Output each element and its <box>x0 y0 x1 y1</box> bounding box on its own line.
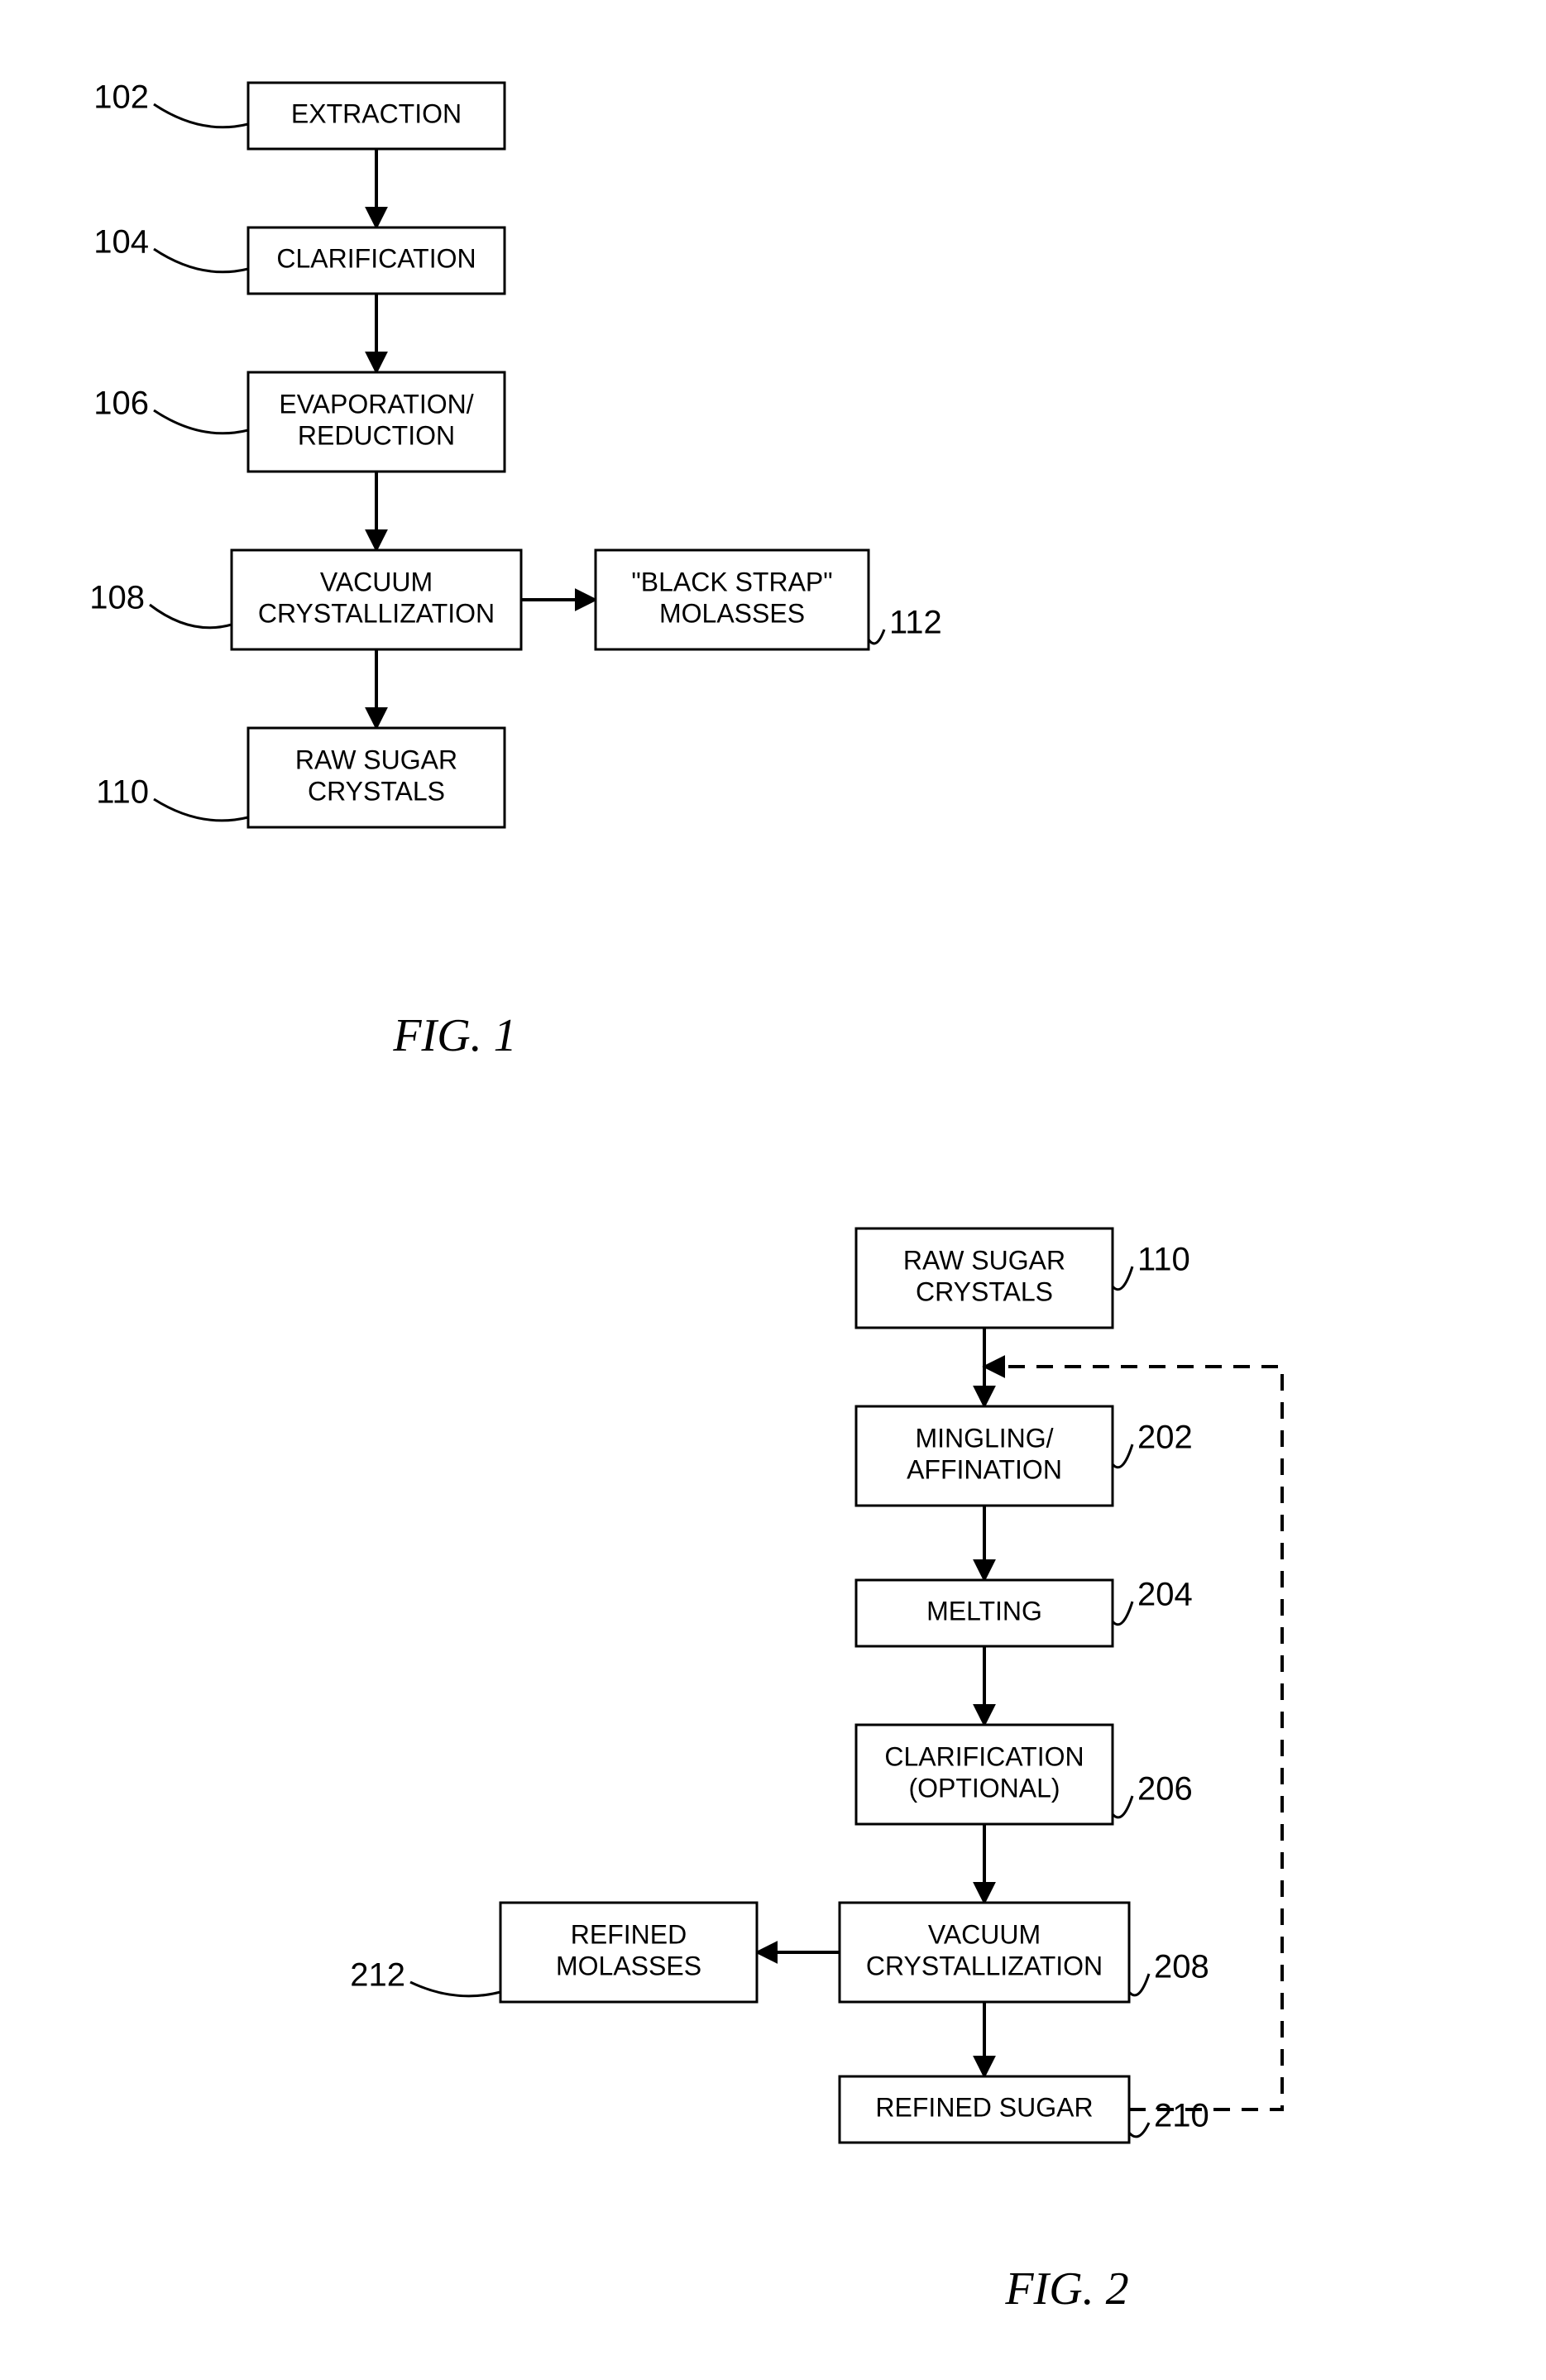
flow-node: MELTING <box>856 1580 1113 1646</box>
flow-node-label: CRYSTALLIZATION <box>866 1951 1103 1980</box>
ref-leader <box>869 630 884 644</box>
flow-node-label: CRYSTALLIZATION <box>258 598 495 628</box>
flow-node-label: VACUUM <box>928 1919 1041 1949</box>
flow-node-label: MELTING <box>926 1596 1042 1626</box>
flow-node-label: CLARIFICATION <box>276 243 476 273</box>
ref-label: 204 <box>1137 1577 1193 1613</box>
ref-leader <box>1113 1444 1132 1468</box>
flow-node-label: RAW SUGAR <box>903 1245 1065 1275</box>
ref-leader <box>154 249 248 272</box>
flow-node: RAW SUGARCRYSTALS <box>248 728 505 827</box>
flow-node-label: VACUUM <box>320 567 433 596</box>
ref-leader <box>154 410 248 433</box>
flow-node: CLARIFICATION(OPTIONAL) <box>856 1725 1113 1824</box>
flow-node: VACUUMCRYSTALLIZATION <box>840 1903 1129 2002</box>
ref-label: 106 <box>93 385 149 422</box>
ref-label: 112 <box>889 605 942 641</box>
ref-leader <box>154 799 248 821</box>
flow-node-label: CRYSTALS <box>308 776 445 806</box>
flow-node: REFINED SUGAR <box>840 2076 1129 2143</box>
flow-node-label: EXTRACTION <box>291 98 462 128</box>
flow-node-label: REFINED SUGAR <box>875 2092 1093 2122</box>
ref-leader <box>1129 1974 1149 1995</box>
ref-leader <box>1113 1602 1132 1625</box>
flow-node-label: AFFINATION <box>907 1454 1062 1484</box>
ref-leader <box>1113 1267 1132 1290</box>
figure-caption: FIG. 1 <box>392 1010 516 1061</box>
ref-label: 212 <box>350 1957 405 1994</box>
figure-caption: FIG. 2 <box>1004 2263 1128 2315</box>
ref-label: 206 <box>1137 1771 1193 1808</box>
flow-node-label: MOLASSES <box>659 598 805 628</box>
ref-leader <box>1113 1796 1132 1817</box>
flow-node: VACUUMCRYSTALLIZATION <box>232 550 521 649</box>
ref-label: 110 <box>96 774 149 811</box>
flow-node: REFINEDMOLASSES <box>500 1903 757 2002</box>
ref-leader <box>1129 2123 1149 2137</box>
flow-node: EVAPORATION/REDUCTION <box>248 372 505 472</box>
ref-label: 108 <box>89 580 145 616</box>
ref-label: 102 <box>93 79 149 116</box>
flow-node: CLARIFICATION <box>248 227 505 294</box>
ref-label: 104 <box>93 224 149 261</box>
flow-node-label: EVAPORATION/ <box>279 389 473 419</box>
ref-label: 208 <box>1154 1949 1209 1985</box>
flow-node-label: MINGLING/ <box>915 1423 1053 1453</box>
ref-leader <box>410 1982 500 1996</box>
flow-node-label: CRYSTALS <box>916 1276 1053 1306</box>
flow-node-label: REDUCTION <box>298 420 455 450</box>
flow-node-label: MOLASSES <box>556 1951 701 1980</box>
ref-leader <box>154 104 248 127</box>
flow-node-label: CLARIFICATION <box>884 1741 1084 1771</box>
flow-node-label: REFINED <box>571 1919 687 1949</box>
ref-label: 210 <box>1154 2098 1209 2134</box>
diagram-canvas: EXTRACTION 102 CLARIFICATION 104 EVAPORATION… <box>0 0 1546 2380</box>
flow-node-label: (OPTIONAL) <box>908 1773 1060 1803</box>
flow-node: MINGLING/AFFINATION <box>856 1406 1113 1506</box>
flow-node: "BLACK STRAP"MOLASSES <box>596 550 869 649</box>
ref-leader <box>150 605 232 628</box>
flow-node-label: RAW SUGAR <box>295 745 457 774</box>
ref-label: 202 <box>1137 1420 1193 1456</box>
flow-node: RAW SUGARCRYSTALS <box>856 1228 1113 1328</box>
ref-label: 110 <box>1137 1242 1190 1278</box>
flow-node: EXTRACTION <box>248 83 505 149</box>
flow-node-label: "BLACK STRAP" <box>631 567 832 596</box>
